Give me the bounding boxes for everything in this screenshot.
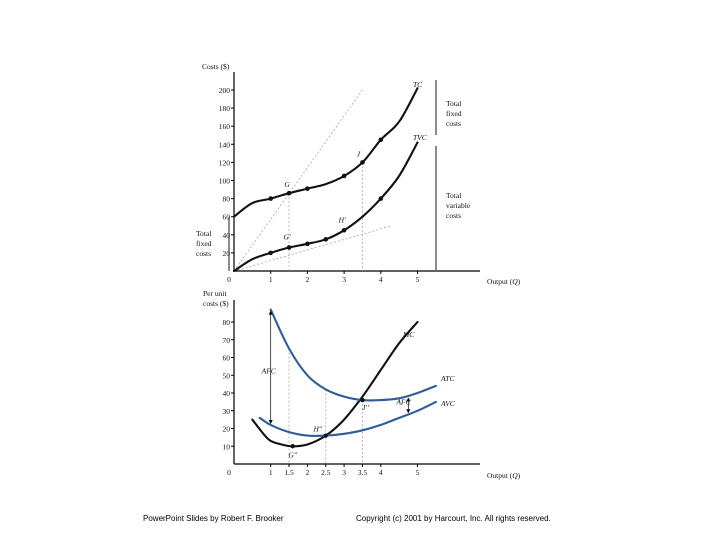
- tvc-label: TVC: [413, 133, 428, 142]
- tc-marker: [305, 186, 310, 191]
- atc-label: ATC: [440, 374, 455, 383]
- point-label-J: J: [357, 149, 361, 158]
- tvc-curve: [232, 141, 419, 273]
- top-x-tick-label: 3: [342, 275, 346, 284]
- fixed-costs-left-label-line: Total: [196, 229, 211, 238]
- tvc-marker: [323, 237, 329, 242]
- top-x-tick-label: 2: [306, 275, 310, 284]
- fixed-costs-label-line: Total: [446, 99, 461, 108]
- afc-arrow-head-bottom: [268, 419, 273, 424]
- top-y-tick-label: 100: [219, 177, 231, 186]
- point-label-Gpp: G'': [288, 450, 297, 459]
- top-x-axis-label: Output (Q): [487, 277, 521, 286]
- bottom-x-axis-label: Output (Q): [487, 471, 521, 480]
- fixed-costs-label-line: costs: [446, 119, 461, 128]
- top-y-tick-label: 40: [223, 231, 231, 240]
- bottom-y-tick-label: 70: [223, 336, 231, 345]
- afc-label: AFC: [395, 398, 411, 407]
- top-y-tick-label: 180: [219, 104, 231, 113]
- tc-label: TC: [413, 80, 423, 89]
- tc-marker: [360, 160, 365, 165]
- bottom-x-axis-label-close: ): [518, 471, 521, 480]
- tvc-marker: [268, 250, 274, 256]
- tc-marker: [341, 173, 347, 179]
- total-cost-chart: 20 40 60 80 100 120 140 160 180 200 1 2 3 4 5 0 Costs ($…: [196, 62, 521, 286]
- top-x-axis-label-var: Q: [512, 277, 518, 286]
- tc-marker: [286, 190, 292, 196]
- top-y-tick-label: 120: [219, 158, 231, 167]
- top-x-tick-label: 1: [269, 275, 273, 284]
- bottom-x-tick-label: 1.5: [284, 468, 294, 477]
- afc-arrow-head-top: [406, 397, 411, 402]
- fixed-costs-label-line: fixed: [446, 109, 462, 118]
- point-label-Gp: G': [284, 232, 291, 241]
- top-x-tick-label: 5: [416, 275, 420, 284]
- tc-marker: [378, 137, 384, 143]
- top-x-axis-label-close: ): [518, 277, 521, 286]
- bottom-origin-label: 0: [227, 468, 231, 477]
- bottom-x-tick-label: 2.5: [321, 468, 331, 477]
- tvc-marker: [341, 227, 347, 233]
- bottom-y-tick-label: 60: [223, 354, 231, 363]
- intersection-marker: [360, 397, 365, 403]
- tvc-marker: [286, 245, 292, 250]
- bottom-x-tick-label: 3: [342, 468, 346, 477]
- fixed-costs-left-label-line: costs: [196, 249, 211, 258]
- avc-label: AVC: [440, 399, 456, 408]
- point-label-Jpp: J'': [362, 403, 369, 412]
- bottom-y-tick-label: 20: [223, 425, 231, 434]
- intersection-marker: [323, 433, 328, 438]
- mc-curve: [251, 320, 419, 448]
- top-x-axis-label-text: Output (: [487, 277, 513, 286]
- point-label-G: G: [284, 180, 290, 189]
- variable-costs-label-line: Total: [446, 191, 461, 200]
- bottom-x-tick-label: 3.5: [358, 468, 368, 477]
- footer-credit: PowerPoint Slides by Robert F. Brooker: [143, 514, 284, 523]
- fixed-costs-left-label-line: fixed: [196, 239, 212, 248]
- bottom-x-tick-label: 2: [306, 468, 310, 477]
- bottom-y-axis-label-line: costs ($): [203, 299, 229, 308]
- point-label-Hp: H': [338, 215, 346, 224]
- top-y-tick-label: 60: [223, 213, 231, 222]
- intersection-marker: [290, 444, 295, 449]
- variable-costs-label-line: variable: [446, 201, 471, 210]
- atc-curve: [269, 308, 437, 402]
- mc-label: MC: [402, 330, 415, 339]
- tvc-marker: [378, 196, 384, 201]
- bottom-y-tick-label: 50: [223, 371, 231, 380]
- tc-marker: [268, 196, 274, 201]
- bottom-x-axis-label-text: Output (: [487, 471, 513, 480]
- bottom-x-tick-label: 1: [269, 468, 273, 477]
- top-ray-from-origin: [233, 89, 363, 272]
- top-y-tick-label: 80: [223, 195, 231, 204]
- avc-curve: [258, 400, 437, 437]
- afc-label: AFC: [261, 366, 277, 375]
- top-x-tick-label: 4: [379, 275, 383, 284]
- bottom-y-tick-label: 40: [223, 389, 231, 398]
- top-y-tick-label: 200: [219, 86, 231, 95]
- footer-copyright: Copyright (c) 2001 by Harcourt, Inc. All…: [356, 514, 551, 523]
- bottom-y-tick-label: 80: [223, 318, 231, 327]
- top-y-tick-label: 20: [223, 249, 231, 258]
- top-y-tick-label: 160: [219, 122, 231, 131]
- bottom-x-tick-label: 5: [416, 468, 420, 477]
- tvc-marker: [305, 241, 310, 247]
- top-origin-label: 0: [227, 275, 231, 284]
- bottom-y-tick-label: 30: [223, 407, 231, 416]
- top-y-tick-label: 140: [219, 140, 231, 149]
- top-ray-from-origin: [233, 225, 392, 272]
- top-y-axis-label: Costs ($): [202, 62, 230, 71]
- bottom-x-tick-label: 4: [379, 468, 383, 477]
- variable-costs-label-line: costs: [446, 211, 461, 220]
- afc-arrow-head-top: [268, 310, 273, 315]
- bottom-x-axis-label-var: Q: [512, 471, 518, 480]
- tc-curve: [232, 87, 419, 218]
- bottom-y-tick-label: 10: [223, 442, 231, 451]
- point-label-Hpp: H'': [312, 425, 322, 434]
- afc-arrow-head-bottom: [406, 409, 411, 414]
- bottom-y-axis-label-line: Per unit: [203, 289, 227, 298]
